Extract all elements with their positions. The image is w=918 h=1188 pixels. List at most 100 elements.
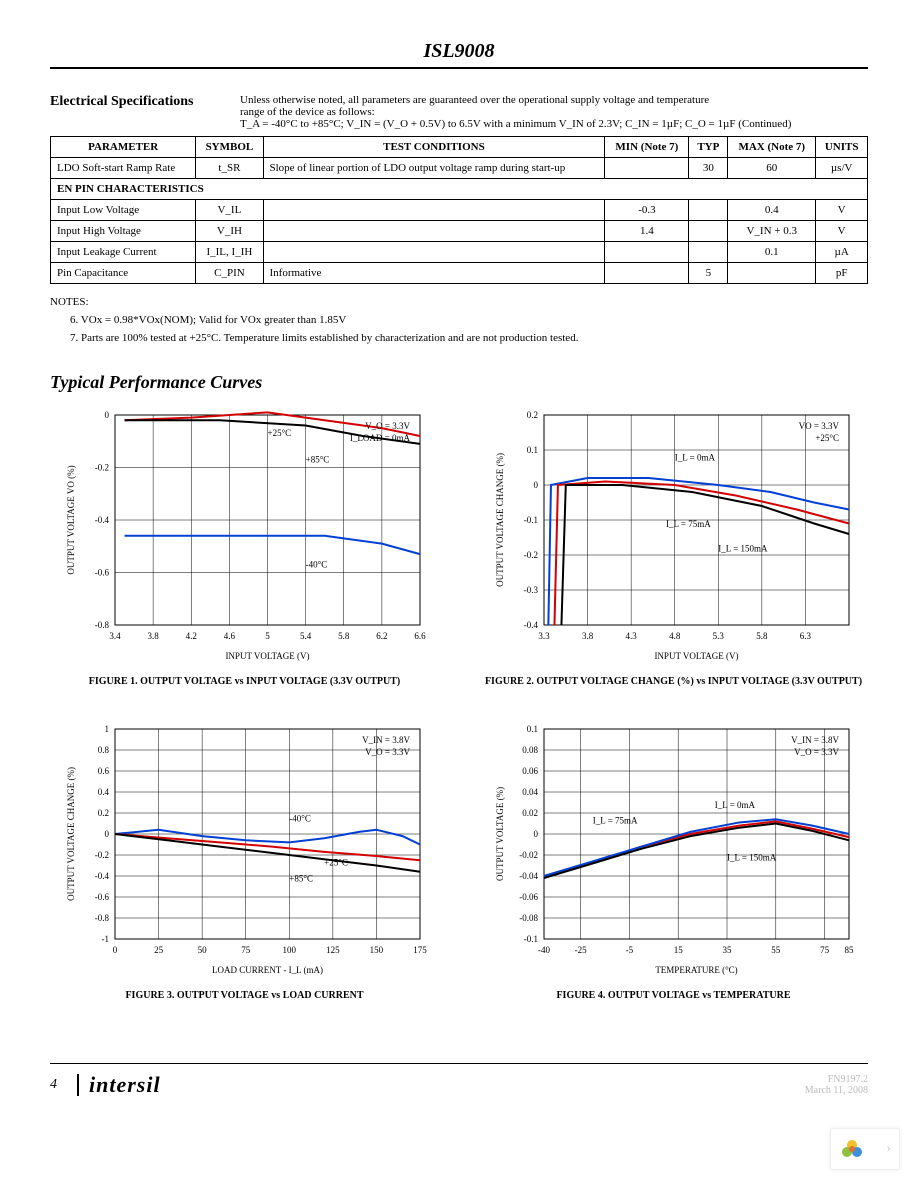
svg-text:4.3: 4.3 xyxy=(625,631,637,641)
svg-text:0.06: 0.06 xyxy=(522,766,538,776)
svg-text:3.8: 3.8 xyxy=(581,631,593,641)
svg-text:+85°C: +85°C xyxy=(289,873,313,883)
svg-text:-0.2: -0.2 xyxy=(94,463,108,473)
figure-3: 025507510012515017510.80.60.40.20-0.2-0.… xyxy=(50,719,439,1003)
svg-text:-40°C: -40°C xyxy=(305,559,327,569)
svg-text:I_L = 75mA: I_L = 75mA xyxy=(592,816,637,826)
table-cell: Informative xyxy=(263,263,605,284)
table-row: LDO Soft-start Ramp Ratet_SRSlope of lin… xyxy=(51,158,868,179)
svg-text:0.1: 0.1 xyxy=(526,724,537,734)
svg-text:V_IN = 3.8V: V_IN = 3.8V xyxy=(362,735,410,745)
table-cell: V xyxy=(816,221,868,242)
notes-heading: NOTES: xyxy=(50,296,868,308)
table-cell: V_IH xyxy=(196,221,263,242)
svg-text:3.4: 3.4 xyxy=(109,631,121,641)
table-cell xyxy=(689,242,728,263)
table-cell: Input High Voltage xyxy=(51,221,196,242)
svg-text:50: 50 xyxy=(197,945,207,955)
figure-4-caption: FIGURE 4. OUTPUT VOLTAGE vs TEMPERATURE xyxy=(556,989,790,1003)
spec-note-line: T_A = -40°C to +85°C; V_IN = (V_O + 0.5V… xyxy=(240,118,868,130)
svg-text:150: 150 xyxy=(369,945,383,955)
svg-text:OUTPUT VOLTAGE CHANGE (%): OUTPUT VOLTAGE CHANGE (%) xyxy=(495,453,505,587)
svg-text:0: 0 xyxy=(104,410,109,420)
svg-text:V_O = 3.3V: V_O = 3.3V xyxy=(365,747,410,757)
table-cell xyxy=(263,221,605,242)
notes-block: NOTES: 6. VOx = 0.98*VOx(NOM); Valid for… xyxy=(50,296,868,344)
svg-text:15: 15 xyxy=(673,945,683,955)
svg-text:+25°C: +25°C xyxy=(324,858,348,868)
footer-date: March 11, 2008 xyxy=(805,1085,868,1096)
svg-text:1: 1 xyxy=(104,724,109,734)
svg-text:0.6: 0.6 xyxy=(97,766,109,776)
figure-1: 3.43.84.24.655.45.86.26.60-0.2-0.4-0.6-0… xyxy=(50,405,439,689)
corner-widget[interactable]: › xyxy=(830,1128,900,1170)
svg-text:-1: -1 xyxy=(101,934,109,944)
table-cell: C_PIN xyxy=(196,263,263,284)
svg-text:0.2: 0.2 xyxy=(97,808,108,818)
svg-text:85: 85 xyxy=(844,945,854,955)
svg-text:75: 75 xyxy=(820,945,830,955)
footer-doc: FN9197.2 xyxy=(805,1074,868,1085)
svg-text:5: 5 xyxy=(265,631,270,641)
note-item: 7. Parts are 100% tested at +25°C. Tempe… xyxy=(70,332,868,344)
table-cell: pF xyxy=(816,263,868,284)
svg-text:OUTPUT VOLTAGE VO (%): OUTPUT VOLTAGE VO (%) xyxy=(66,465,76,574)
table-cell: V xyxy=(816,200,868,221)
svg-text:INPUT VOLTAGE (V): INPUT VOLTAGE (V) xyxy=(654,651,738,661)
svg-text:V_O = 3.3V: V_O = 3.3V xyxy=(365,421,410,431)
table-header: TYP xyxy=(689,137,728,158)
table-cell: -0.3 xyxy=(605,200,689,221)
svg-text:175: 175 xyxy=(413,945,427,955)
svg-text:-40°C: -40°C xyxy=(289,813,311,823)
table-cell: 60 xyxy=(728,158,816,179)
figure-2-caption: FIGURE 2. OUTPUT VOLTAGE CHANGE (%) vs I… xyxy=(485,675,862,689)
table-cell: Input Low Voltage xyxy=(51,200,196,221)
svg-text:V_O = 3.3V: V_O = 3.3V xyxy=(794,747,839,757)
svg-text:25: 25 xyxy=(154,945,164,955)
svg-text:0.02: 0.02 xyxy=(522,808,538,818)
table-row: Input Low VoltageV_IL-0.30.4V xyxy=(51,200,868,221)
chevron-right-icon: › xyxy=(886,1141,891,1157)
svg-text:I_L = 150mA: I_L = 150mA xyxy=(727,852,777,862)
svg-text:-0.2: -0.2 xyxy=(523,550,537,560)
chart-grid: 3.43.84.24.655.45.86.26.60-0.2-0.4-0.6-0… xyxy=(50,405,868,1003)
table-cell xyxy=(605,263,689,284)
table-cell: Slope of linear portion of LDO output vo… xyxy=(263,158,605,179)
table-cell: I_IL, I_IH xyxy=(196,242,263,263)
page-footer: 4 intersil FN9197.2 March 11, 2008 xyxy=(50,1063,868,1098)
svg-text:-0.8: -0.8 xyxy=(94,913,109,923)
svg-text:+85°C: +85°C xyxy=(305,454,329,464)
svg-text:6.2: 6.2 xyxy=(376,631,387,641)
table-cell: 0.1 xyxy=(728,242,816,263)
svg-text:LOAD CURRENT - I_L (mA): LOAD CURRENT - I_L (mA) xyxy=(212,965,323,975)
svg-text:5.4: 5.4 xyxy=(300,631,312,641)
table-header: MAX (Note 7) xyxy=(728,137,816,158)
svg-text:0: 0 xyxy=(533,829,538,839)
svg-text:TEMPERATURE (°C): TEMPERATURE (°C) xyxy=(655,965,737,975)
svg-text:3.3: 3.3 xyxy=(538,631,550,641)
table-cell: LDO Soft-start Ramp Rate xyxy=(51,158,196,179)
svg-text:0.04: 0.04 xyxy=(522,787,538,797)
table-cell xyxy=(263,242,605,263)
svg-text:3.8: 3.8 xyxy=(147,631,159,641)
svg-text:100: 100 xyxy=(282,945,296,955)
svg-text:-0.1: -0.1 xyxy=(523,934,537,944)
table-cell: 30 xyxy=(689,158,728,179)
spec-heading: Electrical Specifications xyxy=(50,94,240,110)
svg-text:0.2: 0.2 xyxy=(526,410,537,420)
table-row: Pin CapacitanceC_PINInformative5pF xyxy=(51,263,868,284)
svg-text:125: 125 xyxy=(326,945,340,955)
svg-text:-0.06: -0.06 xyxy=(519,892,538,902)
spec-table: PARAMETERSYMBOLTEST CONDITIONSMIN (Note … xyxy=(50,136,868,284)
svg-text:-0.6: -0.6 xyxy=(94,568,109,578)
table-cell: Input Leakage Current xyxy=(51,242,196,263)
svg-text:-40: -40 xyxy=(538,945,550,955)
svg-text:I_LOAD = 0mA: I_LOAD = 0mA xyxy=(349,433,410,443)
svg-text:4.8: 4.8 xyxy=(669,631,681,641)
svg-text:I_L = 0mA: I_L = 0mA xyxy=(674,453,715,463)
table-cell: V_IL xyxy=(196,200,263,221)
table-cell xyxy=(689,200,728,221)
svg-text:-5: -5 xyxy=(625,945,633,955)
svg-text:0.08: 0.08 xyxy=(522,745,538,755)
flower-icon xyxy=(839,1136,865,1162)
